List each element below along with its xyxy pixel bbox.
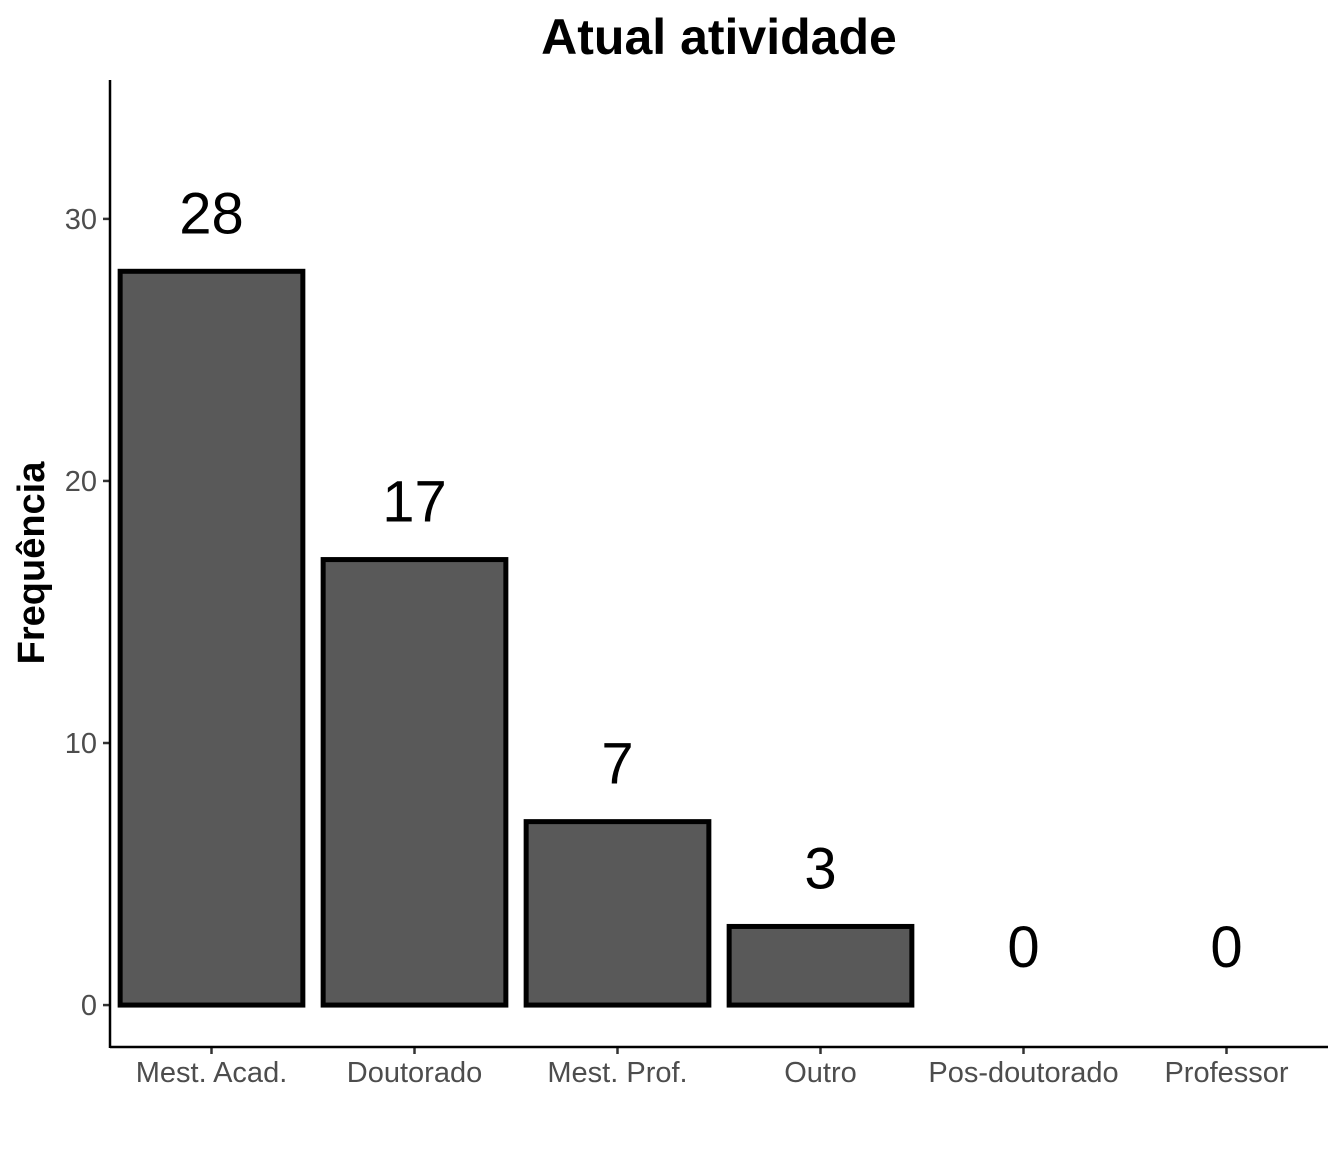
bar-value-label: 3	[804, 836, 836, 901]
bar-value-label: 0	[1007, 915, 1039, 980]
x-tick-label: Doutorado	[347, 1057, 482, 1089]
x-tick-label: Mest. Prof.	[547, 1057, 687, 1089]
bar	[117, 268, 306, 1008]
bar-value-label: 7	[601, 732, 633, 797]
y-tick-label: 30	[65, 204, 97, 236]
y-tick-label: 20	[65, 466, 97, 498]
bar-value-label: 17	[382, 470, 447, 535]
y-tick-label: 10	[65, 728, 97, 760]
bar	[320, 557, 509, 1008]
y-axis-label: Frequência	[11, 461, 53, 665]
bar	[726, 923, 915, 1008]
x-tick-label: Pos-doutorado	[928, 1057, 1118, 1089]
chart-title: Atual atividade	[541, 9, 897, 65]
x-tick-label: Professor	[1164, 1057, 1288, 1089]
x-tick-label: Mest. Acad.	[136, 1057, 288, 1089]
bar	[523, 819, 712, 1008]
y-tick-label: 0	[81, 990, 97, 1022]
bar-value-label: 0	[1210, 915, 1242, 980]
x-tick-label: Outro	[784, 1057, 857, 1089]
bar-value-label: 28	[179, 181, 244, 246]
